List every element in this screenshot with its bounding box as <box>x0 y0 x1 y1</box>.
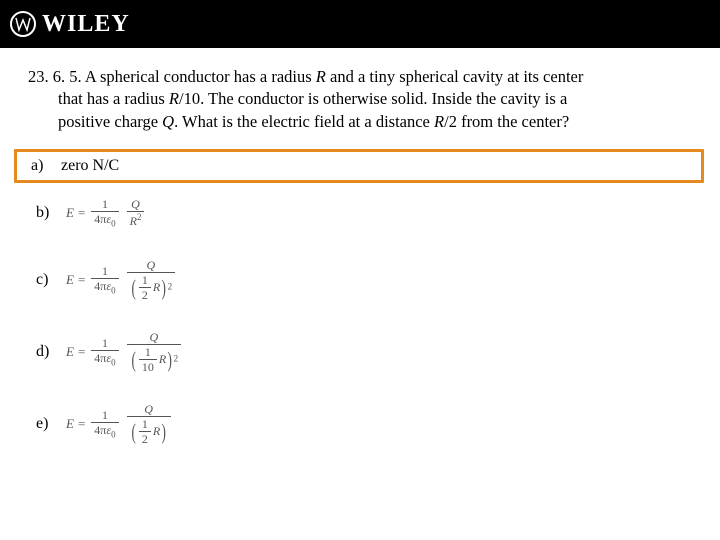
option-e: e) E = 1 4πε0 Q ( 12 R ) <box>28 399 692 449</box>
formula-e: E = 1 4πε0 Q ( 12 R ) <box>66 403 173 445</box>
option-label: d) <box>36 343 56 361</box>
header-bar: WILEY <box>0 0 720 48</box>
q-text: /10. The conductor is otherwise solid. I… <box>179 89 567 108</box>
var-Q: Q <box>162 112 174 131</box>
formula-c: E = 1 4πε0 Q ( 12 R ) 2 <box>66 259 177 301</box>
brand-name: WILEY <box>42 11 130 38</box>
var-R: R <box>316 67 326 86</box>
q-text: . What is the electric field at a distan… <box>174 112 434 131</box>
option-label: b) <box>36 204 56 222</box>
slide-content: 23. 6. 5. A spherical conductor has a ra… <box>0 48 720 483</box>
q-text: and a tiny spherical cavity at its cente… <box>326 67 583 86</box>
var-R: R <box>169 89 179 108</box>
option-a: a) zero N/C <box>14 149 704 183</box>
wiley-logo-icon <box>10 11 36 37</box>
option-label: c) <box>36 271 56 289</box>
option-label: a) <box>31 157 51 175</box>
answer-options: a) zero N/C b) E = 1 4πε0 Q R2 c) E <box>28 149 692 449</box>
option-c: c) E = 1 4πε0 Q ( 12 R ) 2 <box>28 255 692 305</box>
option-label: e) <box>36 415 56 433</box>
q-text: /2 from the center? <box>444 112 569 131</box>
var-R: R <box>434 112 444 131</box>
q-text: A spherical conductor has a radius <box>85 67 316 86</box>
option-d: d) E = 1 4πε0 Q ( 110 R ) 2 <box>28 327 692 377</box>
q-text: positive charge <box>58 112 162 131</box>
option-b: b) E = 1 4πε0 Q R2 <box>28 193 692 233</box>
formula-d: E = 1 4πε0 Q ( 110 R ) 2 <box>66 331 183 373</box>
q-text: that has a radius <box>58 89 169 108</box>
formula-b: E = 1 4πε0 Q R2 <box>66 198 146 228</box>
question-number: 23. 6. 5. <box>28 67 82 86</box>
option-text: zero N/C <box>61 157 119 175</box>
question-text: 23. 6. 5. A spherical conductor has a ra… <box>28 66 692 133</box>
